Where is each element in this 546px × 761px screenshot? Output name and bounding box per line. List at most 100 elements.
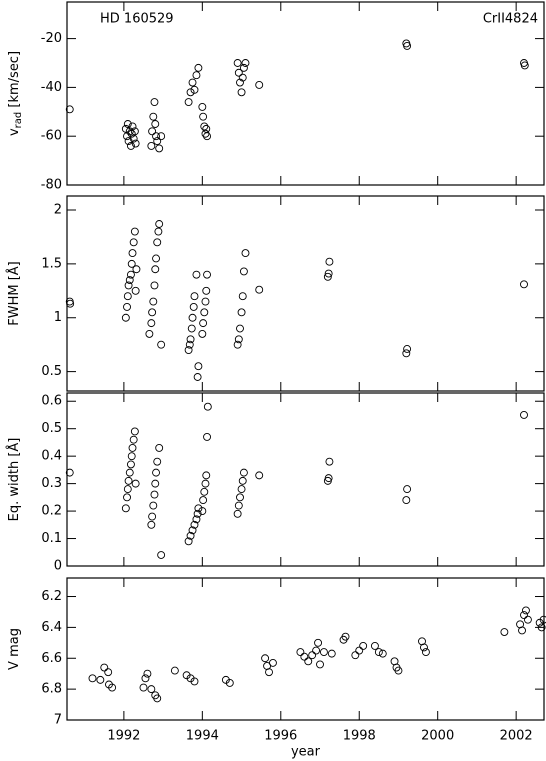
data-point — [190, 85, 199, 94]
data-point — [203, 432, 211, 441]
data-point — [403, 485, 412, 494]
data-point — [143, 669, 152, 678]
data-point — [187, 324, 196, 333]
panel-title: HD 160529 — [100, 12, 174, 27]
data-point — [145, 329, 154, 338]
data-point — [100, 663, 109, 672]
data-point — [225, 679, 234, 687]
y-axis-label: vrad [km/sec] — [7, 51, 25, 136]
data-point — [308, 651, 317, 660]
data-point — [255, 81, 264, 89]
data-point — [200, 122, 209, 131]
data-point — [268, 658, 277, 667]
data-point — [316, 660, 324, 669]
data-point — [65, 105, 74, 114]
y-axis-label-sub: rad — [13, 112, 24, 129]
data-point — [157, 132, 166, 141]
data-point — [189, 303, 198, 311]
x-tick-label: 1998 — [343, 729, 376, 744]
data-point — [233, 509, 242, 518]
y-tick-label: 6.2 — [41, 589, 62, 604]
data-point — [355, 646, 364, 655]
data-point — [255, 471, 264, 480]
data-point — [236, 324, 244, 333]
data-point — [325, 257, 334, 266]
data-point — [149, 501, 158, 510]
data-point — [188, 526, 197, 535]
data-point — [314, 638, 323, 647]
y-tick-label: -60 — [41, 129, 62, 144]
data-point — [200, 487, 209, 496]
data-point — [127, 259, 136, 268]
data-point — [520, 280, 528, 289]
x-tick-label: 2002 — [500, 729, 533, 744]
data-point — [125, 468, 134, 477]
data-point — [147, 520, 156, 529]
data-point — [190, 520, 199, 529]
data-point — [129, 134, 138, 143]
y-tick-label: -40 — [41, 80, 62, 95]
data-point — [520, 61, 529, 70]
x-axis-label: year — [291, 745, 321, 760]
data-point — [153, 137, 162, 146]
data-point — [198, 329, 207, 338]
data-point — [239, 267, 248, 276]
data-point — [520, 611, 528, 619]
data-point — [155, 144, 164, 153]
y-axis-label-main: FWHM [Å] — [6, 261, 22, 326]
data-point — [155, 220, 164, 228]
data-point — [147, 319, 156, 328]
data-point — [236, 493, 244, 502]
data-point — [123, 132, 131, 141]
data-point — [378, 649, 387, 658]
data-point — [203, 132, 211, 141]
data-point — [312, 646, 321, 655]
data-point — [199, 319, 208, 328]
data-point — [192, 515, 201, 524]
data-point — [157, 551, 166, 559]
data-point — [234, 335, 243, 344]
data-point — [188, 313, 197, 322]
data-point — [238, 292, 247, 301]
data-point — [325, 457, 334, 466]
y-tick-label: 0.1 — [41, 531, 62, 546]
data-point — [186, 88, 195, 97]
data-point — [150, 490, 159, 499]
y-tick-label: 2 — [54, 203, 62, 218]
data-point — [233, 340, 242, 349]
data-point — [124, 476, 133, 485]
data-point — [130, 127, 139, 136]
data-point — [359, 641, 368, 650]
plot-frame — [66, 195, 545, 392]
panel-annotation: CrII4824 — [483, 12, 538, 27]
data-point — [152, 132, 160, 141]
data-point — [192, 71, 201, 80]
data-point — [203, 270, 211, 279]
y-axis-label-main: V mag — [7, 628, 22, 670]
data-point — [241, 59, 250, 67]
data-point — [241, 249, 250, 258]
data-point — [518, 626, 526, 635]
y-tick-label: 0.3 — [41, 476, 62, 491]
data-point — [151, 120, 160, 128]
data-point — [123, 120, 132, 128]
data-point — [128, 249, 137, 258]
x-tick-label: 1992 — [107, 729, 140, 744]
data-point — [155, 443, 164, 452]
data-point — [121, 124, 130, 133]
data-point — [201, 297, 210, 306]
data-point — [130, 427, 139, 436]
data-point — [202, 286, 211, 295]
data-point — [201, 479, 210, 488]
data-point — [520, 411, 528, 419]
data-point — [323, 272, 332, 281]
data-point — [402, 496, 411, 505]
data-point — [327, 649, 336, 658]
data-point — [370, 641, 379, 650]
data-point — [125, 127, 134, 136]
data-point — [374, 648, 383, 657]
y-tick-label: 0.5 — [41, 364, 62, 379]
data-point — [265, 668, 273, 677]
